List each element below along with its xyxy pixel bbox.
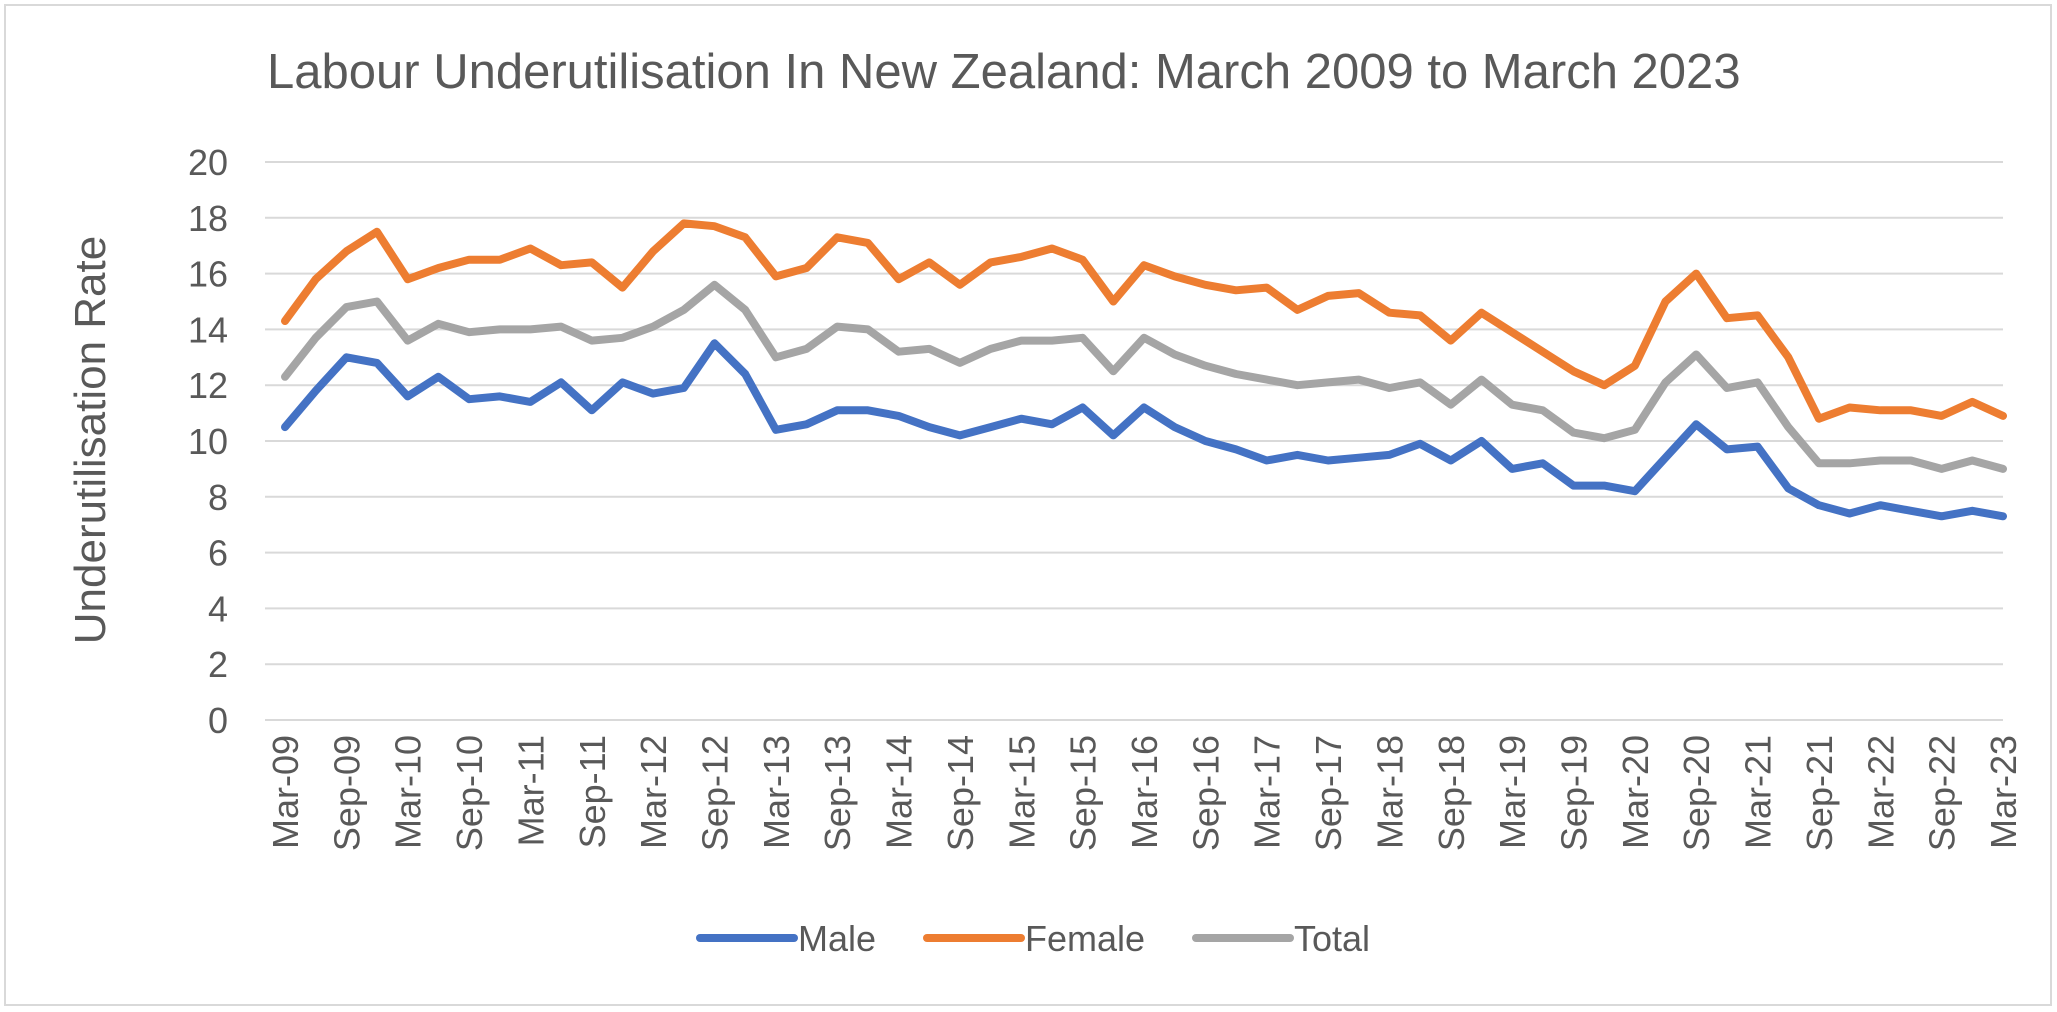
series-line-male: [281, 339, 2007, 521]
y-tick-label: 18: [188, 198, 228, 239]
chart-frame: [4, 4, 2052, 1006]
x-tick-label: Sep-20: [1676, 735, 1717, 851]
series-line-total: [281, 280, 2007, 473]
y-axis-label: Underutilisation Rate: [66, 236, 115, 644]
x-tick-label: Sep-11: [572, 735, 613, 848]
x-tick-label: Sep-16: [1185, 735, 1226, 851]
legend-label: Male: [798, 918, 876, 959]
legend: Male Female Total: [696, 918, 1370, 959]
x-tick-label: Sep-09: [326, 735, 367, 851]
x-tick-label: Sep-12: [695, 735, 736, 851]
y-axis-ticks: 0 2 4 6 8 10 12 14 16 18 20: [188, 142, 228, 741]
x-tick-label: Mar-17: [1247, 735, 1288, 849]
x-tick-label: Sep-18: [1431, 735, 1472, 851]
x-tick-label: Sep-19: [1554, 735, 1595, 851]
y-tick-label: 0: [208, 700, 228, 741]
y-tick-label: 20: [188, 142, 228, 183]
x-tick-label: Mar-12: [633, 735, 674, 849]
y-tick-label: 2: [208, 644, 228, 685]
x-tick-label: Mar-22: [1860, 735, 1901, 849]
y-tick-label: 6: [208, 533, 228, 574]
x-tick-label: Mar-10: [388, 735, 429, 849]
x-tick-label: Mar-18: [1369, 735, 1410, 849]
y-tick-label: 16: [188, 254, 228, 295]
legend-label: Female: [1025, 918, 1145, 959]
x-tick-label: Sep-22: [1922, 735, 1963, 851]
x-tick-label: Sep-21: [1799, 735, 1840, 851]
legend-item-total: Total: [1192, 918, 1370, 959]
x-tick-label: Mar-23: [1983, 735, 2024, 849]
x-tick-label: Sep-14: [940, 735, 981, 851]
x-tick-label: Mar-21: [1738, 735, 1779, 849]
x-axis-ticks: Mar-09 Sep-09 Mar-10 Sep-10 Mar-11 Sep-11 Mar-…: [265, 735, 2024, 851]
x-tick-label: Sep-13: [817, 735, 858, 851]
y-tick-label: 14: [188, 309, 228, 350]
x-tick-label: Sep-15: [1063, 735, 1104, 851]
x-tick-label: Mar-20: [1615, 735, 1656, 849]
y-tick-label: 10: [188, 421, 228, 462]
legend-item-female: Female: [923, 918, 1145, 959]
x-tick-label: Mar-09: [265, 735, 306, 849]
legend-item-male: Male: [696, 918, 876, 959]
x-tick-label: Sep-17: [1308, 735, 1349, 851]
y-tick-label: 12: [188, 365, 228, 406]
legend-label: Total: [1294, 918, 1370, 959]
gridlines: [265, 161, 2003, 721]
y-tick-label: 4: [208, 588, 228, 629]
x-tick-label: Sep-10: [449, 735, 490, 851]
series-lines: [281, 219, 2007, 521]
x-tick-label: Mar-13: [756, 735, 797, 849]
series-line-female: [281, 219, 2007, 423]
chart-title: Labour Underutilisation In New Zealand: …: [267, 45, 1741, 99]
x-tick-label: Mar-14: [879, 735, 920, 849]
x-tick-label: Mar-16: [1124, 735, 1165, 849]
x-tick-label: Mar-11: [510, 735, 551, 846]
x-tick-label: Mar-19: [1492, 735, 1533, 849]
x-tick-label: Mar-15: [1001, 735, 1042, 849]
y-tick-label: 8: [208, 477, 228, 518]
